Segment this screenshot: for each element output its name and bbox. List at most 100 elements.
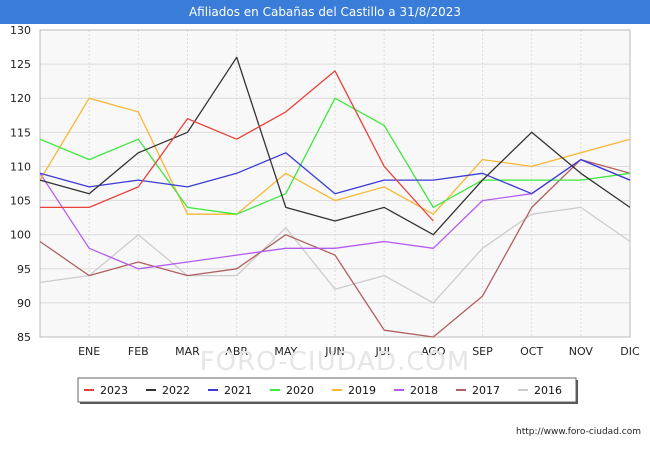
data-point-2020 <box>383 124 385 126</box>
x-tick-label: FEB <box>128 345 149 358</box>
chart-title: Afiliados en Cabañas del Castillo a 31/8… <box>0 0 650 24</box>
y-tick-label: 115 <box>10 126 31 139</box>
data-point-2018 <box>432 247 434 249</box>
series-line-2021 <box>39 152 631 195</box>
data-point-2018 <box>137 268 139 270</box>
legend-label-2016: 2016 <box>534 384 562 397</box>
data-point-2018 <box>383 240 385 242</box>
data-point-2019 <box>432 213 434 215</box>
data-point-2020 <box>432 206 434 208</box>
data-point-2021 <box>580 158 582 160</box>
data-point-2016 <box>530 213 532 215</box>
x-tick-label: AGO <box>421 345 446 358</box>
legend-label-2022: 2022 <box>162 384 190 397</box>
line-chart: 85 90 95 100 105 110 115 120 125 130 ENE FEB MAR ABR M… <box>10 24 640 404</box>
data-point-2017 <box>334 254 336 256</box>
y-tick-label: 100 <box>10 229 31 242</box>
data-point-2021 <box>39 172 41 174</box>
data-point-2016 <box>432 302 434 304</box>
x-tick-label: NOV <box>569 345 594 358</box>
data-point-2022 <box>186 131 188 133</box>
data-point-2020 <box>39 138 41 140</box>
legend-label-2019: 2019 <box>348 384 376 397</box>
series-line-2020 <box>39 97 631 215</box>
data-point-2022 <box>383 206 385 208</box>
x-tick-label: DIC <box>620 345 640 358</box>
data-point-2021 <box>432 179 434 181</box>
legend-label-2021: 2021 <box>224 384 252 397</box>
data-point-2019 <box>334 199 336 201</box>
x-tick-label: MAR <box>175 345 200 358</box>
data-point-2018 <box>481 199 483 201</box>
data-point-2021 <box>334 193 336 195</box>
data-point-2022 <box>39 179 41 181</box>
x-tick-label: ABR <box>225 345 248 358</box>
data-point-2019 <box>629 138 631 140</box>
data-point-2021 <box>285 152 287 154</box>
data-point-2022 <box>432 233 434 235</box>
source-url: http://www.foro-ciudad.com <box>516 427 641 437</box>
data-point-2020 <box>629 172 631 174</box>
plot-border <box>39 29 631 338</box>
data-point-2022 <box>285 206 287 208</box>
y-tick-label: 120 <box>10 92 31 105</box>
data-point-2017 <box>39 240 41 242</box>
data-point-2023 <box>383 165 385 167</box>
x-tick-label: SEP <box>472 345 493 358</box>
data-point-2020 <box>530 179 532 181</box>
data-point-2021 <box>88 186 90 188</box>
data-point-2022 <box>580 172 582 174</box>
data-point-2021 <box>235 172 237 174</box>
y-tick-label: 90 <box>17 297 31 310</box>
data-point-2016 <box>334 288 336 290</box>
data-point-2022 <box>530 131 532 133</box>
data-point-2021 <box>629 179 631 181</box>
data-point-2019 <box>137 111 139 113</box>
data-point-2017 <box>481 295 483 297</box>
series-line-2022 <box>39 56 631 236</box>
x-tick-label: MAY <box>274 345 297 358</box>
data-point-2020 <box>88 158 90 160</box>
data-point-2017 <box>530 206 532 208</box>
data-point-2017 <box>285 233 287 235</box>
legend-label-2018: 2018 <box>410 384 438 397</box>
data-point-2019 <box>88 97 90 99</box>
series-line-2016 <box>39 206 631 304</box>
data-point-2017 <box>235 268 237 270</box>
data-point-2021 <box>383 179 385 181</box>
x-tick-label: OCT <box>520 345 543 358</box>
data-point-2016 <box>235 274 237 276</box>
data-point-2017 <box>383 329 385 331</box>
data-point-2018 <box>235 254 237 256</box>
plot-area: 85 90 95 100 105 110 115 120 125 130 ENE FEB MAR ABR M… <box>10 24 640 358</box>
series-line-2019 <box>39 97 631 215</box>
data-point-2018 <box>88 247 90 249</box>
data-point-2018 <box>285 247 287 249</box>
data-point-2023 <box>39 206 41 208</box>
data-point-2023 <box>432 220 434 222</box>
data-point-2022 <box>235 56 237 58</box>
data-point-2016 <box>39 281 41 283</box>
data-point-2017 <box>432 336 434 338</box>
legend-label-2023: 2023 <box>100 384 128 397</box>
legend-box <box>77 377 577 403</box>
data-point-2020 <box>137 138 139 140</box>
data-point-2019 <box>481 158 483 160</box>
data-point-2020 <box>186 206 188 208</box>
y-tick-label: 130 <box>10 24 31 37</box>
data-point-2022 <box>334 220 336 222</box>
data-point-2018 <box>186 261 188 263</box>
data-point-2020 <box>334 97 336 99</box>
data-point-2016 <box>481 247 483 249</box>
data-point-2021 <box>481 172 483 174</box>
data-point-2019 <box>530 165 532 167</box>
data-point-2021 <box>186 186 188 188</box>
data-point-2023 <box>186 117 188 119</box>
data-point-2021 <box>530 193 532 195</box>
data-point-2016 <box>629 240 631 242</box>
x-tick-label: JUL <box>374 345 393 358</box>
data-point-2017 <box>186 274 188 276</box>
x-tick-label: JUN <box>324 345 345 358</box>
y-tick-label: 125 <box>10 58 31 71</box>
data-point-2023 <box>334 70 336 72</box>
